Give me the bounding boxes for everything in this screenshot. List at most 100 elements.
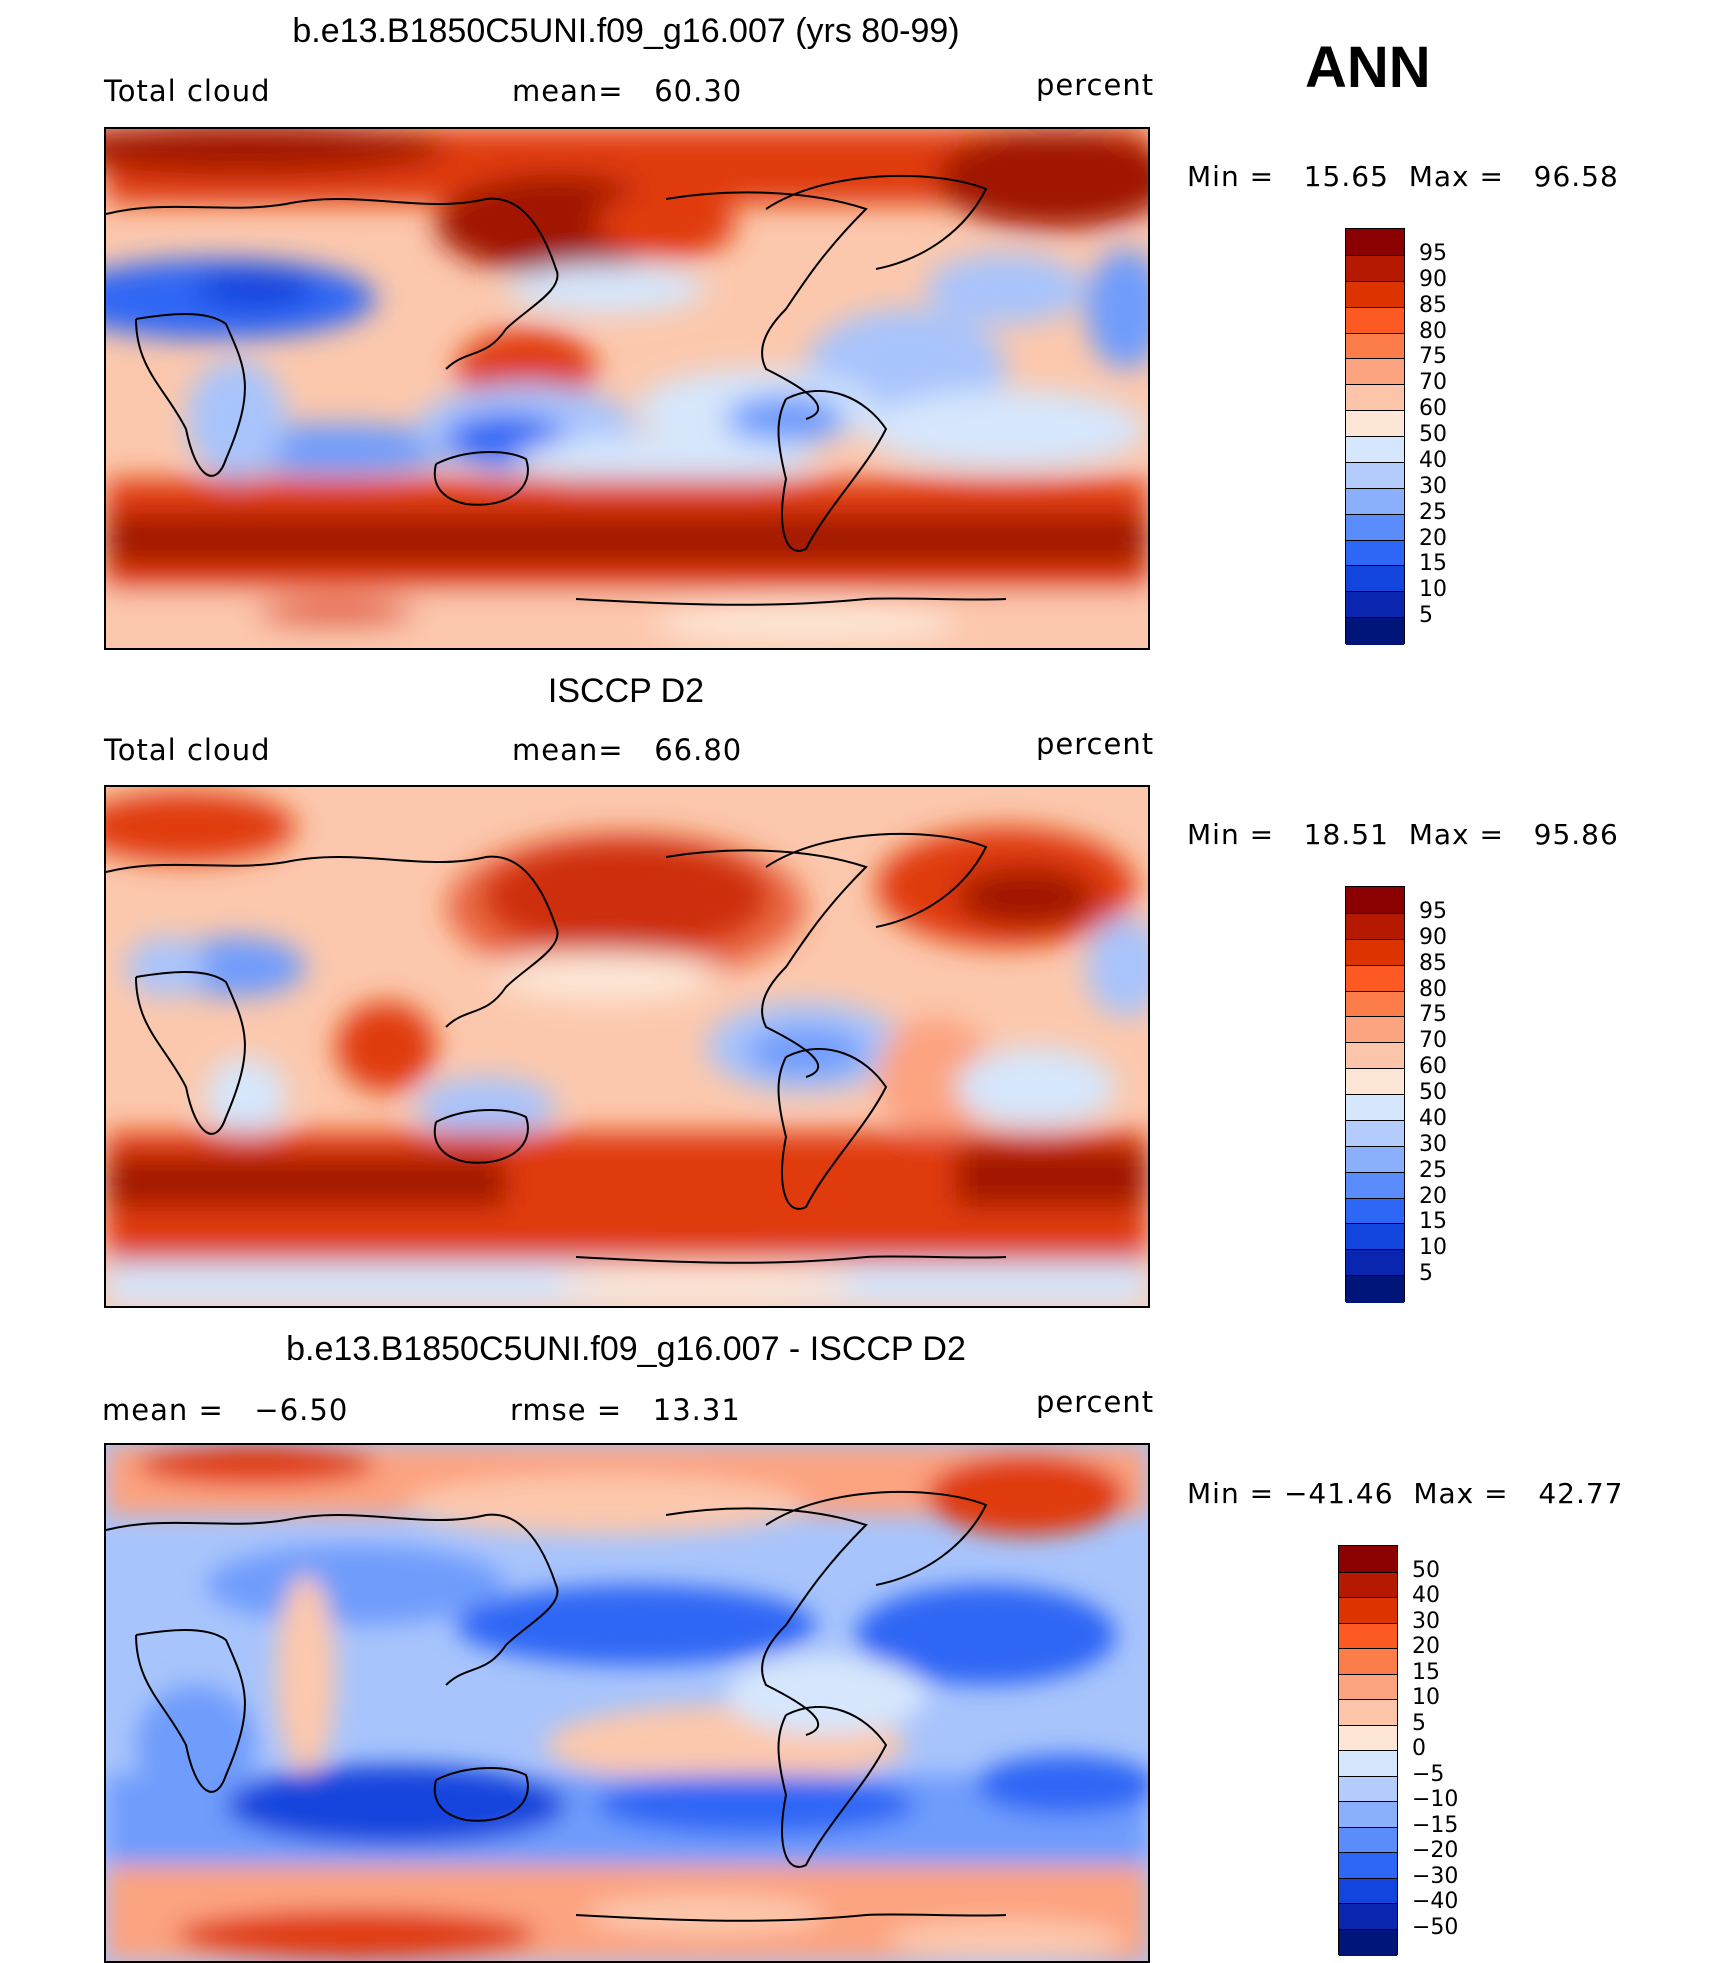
panel-1-left-label: Total cloud xyxy=(104,74,271,108)
panel-3-colorbar-swatch xyxy=(1339,1775,1397,1803)
panel-3-colorbar-swatch xyxy=(1339,1597,1397,1624)
panel-2-colorbar-swatch xyxy=(1346,938,1404,967)
panel-2-colorbar-swatch xyxy=(1346,1171,1404,1199)
panel-3-colorbar-swatch xyxy=(1339,1622,1397,1650)
panel-3-mean: mean = −6.50 xyxy=(102,1393,349,1427)
panel-3-colorbar-label: 40 xyxy=(1412,1583,1440,1608)
panel-2-title: ISCCP D2 xyxy=(547,672,705,710)
panel-3-colorbar-swatch xyxy=(1339,1801,1397,1828)
panel-1-colorbar: 95 90 85 80 75 70 60 50 40 30 25 20 15 10 5 xyxy=(1345,228,1475,645)
panel-1-colorbar-label: 75 xyxy=(1419,344,1447,370)
panel-1-colorbar-swatch xyxy=(1346,565,1404,593)
panel-2-colorbar-swatch xyxy=(1346,912,1404,941)
panel-2-colorbar-swatch xyxy=(1346,1042,1404,1070)
panel-3-colorbar-swatch xyxy=(1339,1928,1397,1956)
panel-2-units: percent xyxy=(1036,727,1155,761)
panel-2-colorbar-label: 20 xyxy=(1419,1183,1447,1209)
panel-1-colorbar-swatch xyxy=(1346,410,1404,438)
panel-3-colorbar-label: 0 xyxy=(1412,1736,1426,1761)
panel-2-colorbar-label: 5 xyxy=(1419,1261,1433,1287)
panel-3-colorbar-swatch xyxy=(1339,1546,1397,1572)
season-label: ANN xyxy=(1305,35,1431,100)
panel-2-colorbar-swatch xyxy=(1346,1068,1404,1096)
panel-1-colorbar-label: 40 xyxy=(1419,447,1447,473)
panel-1-colorbar-swatch xyxy=(1346,461,1404,490)
panel-3-colorbar-label: −10 xyxy=(1412,1787,1459,1812)
panel-2-colorbar-label: 95 xyxy=(1419,898,1447,924)
panel-2-colorbar-label: 10 xyxy=(1419,1235,1447,1261)
panel-3-colorbar-swatch xyxy=(1339,1903,1397,1930)
panel-1-colorbar-label: 5 xyxy=(1419,603,1433,629)
panel-1-mean: mean= 60.30 xyxy=(512,74,743,108)
panel-3-rmse: rmse = 13.31 xyxy=(510,1393,741,1427)
panel-3-colorbar-label: −20 xyxy=(1412,1838,1459,1863)
panel-1-units: percent xyxy=(1036,68,1155,102)
panel-1-colorbar-swatch xyxy=(1346,591,1404,619)
panel-3-map-svg xyxy=(106,1445,1148,1961)
panel-1-map xyxy=(104,127,1150,650)
panel-2-colorbar-swatch xyxy=(1346,1145,1404,1174)
panel-2-colorbar-swatch xyxy=(1346,990,1404,1018)
panel-3-colorbar-swatch xyxy=(1339,1571,1397,1599)
panel-3-title: b.e13.B1850C5UNI.f09_g16.007 - ISCCP D2 xyxy=(286,1330,966,1368)
panel-2-map-svg xyxy=(106,787,1148,1306)
panel-2-colorbar-label: 15 xyxy=(1419,1209,1447,1235)
panel-2-colorbar-swatch xyxy=(1346,964,1404,992)
coastlines xyxy=(106,174,1007,606)
panel-3-colorbar-label: 15 xyxy=(1412,1659,1440,1685)
coastlines xyxy=(106,832,1007,1264)
panel-2-colorbar-label: 80 xyxy=(1419,976,1447,1002)
panel-2-colorbar-label: 50 xyxy=(1419,1080,1447,1105)
panel-2-colorbar-label: 70 xyxy=(1419,1028,1447,1054)
panel-2-map xyxy=(104,785,1150,1308)
panel-3-colorbar-label: 5 xyxy=(1412,1710,1426,1736)
panel-3-colorbar-swatch xyxy=(1339,1724,1397,1752)
panel-3-colorbar-label: −40 xyxy=(1412,1889,1459,1914)
panel-1-colorbar-swatch xyxy=(1346,280,1404,309)
panel-2-colorbar-swatch xyxy=(1346,1119,1404,1148)
panel-1-colorbar-label: 15 xyxy=(1419,551,1447,577)
panel-1-colorbar-label: 60 xyxy=(1419,396,1447,422)
panel-3-colorbar-swatch xyxy=(1339,1877,1397,1905)
panel-1-colorbar-label: 95 xyxy=(1419,240,1447,266)
panel-2-colorbar-swatch xyxy=(1346,1197,1404,1225)
panel-3-colorbar-swatch xyxy=(1339,1673,1397,1701)
panel-1-colorbar-swatch xyxy=(1346,332,1404,360)
panel-3-colorbar-swatch xyxy=(1339,1852,1397,1879)
panel-3-colorbar-label: −5 xyxy=(1412,1761,1445,1787)
panel-2-colorbar-label: 25 xyxy=(1419,1157,1447,1183)
panel-2-colorbar-label: 85 xyxy=(1419,950,1447,976)
panel-2-left-label: Total cloud xyxy=(104,733,271,767)
panel-2-colorbar-swatch xyxy=(1346,1016,1404,1044)
panel-1-minmax: Min = 15.65 Max = 96.58 xyxy=(1187,160,1619,193)
panel-1-colorbar-label: 30 xyxy=(1419,473,1447,499)
panel-2-colorbar-label: 90 xyxy=(1419,924,1447,950)
panel-1-colorbar-swatch xyxy=(1346,617,1404,645)
panel-3-colorbar-label: 10 xyxy=(1412,1685,1440,1710)
panel-2-colorbar-label: 30 xyxy=(1419,1131,1447,1157)
panel-1-colorbar-swatch xyxy=(1346,513,1404,541)
panel-2-colorbar-swatch xyxy=(1346,887,1404,914)
panel-2-colorbar-swatch xyxy=(1346,1094,1404,1122)
coastlines xyxy=(106,1490,1007,1922)
panel-1-colorbar-label: 80 xyxy=(1419,318,1447,344)
panel-1-colorbar-swatch xyxy=(1346,306,1404,334)
panel-1-map-svg xyxy=(106,129,1148,648)
panel-3-colorbar-label: −30 xyxy=(1412,1863,1459,1889)
panel-3-map xyxy=(104,1443,1150,1963)
panel-2-colorbar-swatch xyxy=(1346,1223,1404,1251)
panel-3-colorbar-swatch xyxy=(1339,1648,1397,1675)
panel-1-colorbar-label: 10 xyxy=(1419,577,1447,603)
panel-2-colorbar: 95 90 85 80 75 70 60 50 40 30 25 20 15 10 5 xyxy=(1345,886,1475,1303)
panel-1-colorbar-label: 20 xyxy=(1419,525,1447,551)
panel-1-colorbar-label: 70 xyxy=(1419,370,1447,396)
panel-1-colorbar-swatch xyxy=(1346,254,1404,283)
panel-3-colorbar-label: 50 xyxy=(1412,1557,1440,1583)
panel-3-colorbar-label: 20 xyxy=(1412,1634,1440,1659)
panel-1-colorbar-label: 90 xyxy=(1419,266,1447,292)
panel-1-colorbar-swatch xyxy=(1346,229,1404,256)
panel-1-colorbar-label: 85 xyxy=(1419,292,1447,318)
panel-1-colorbar-swatch xyxy=(1346,358,1404,386)
panel-3-colorbar-label: 30 xyxy=(1412,1608,1440,1634)
panel-3-colorbar-swatch xyxy=(1339,1750,1397,1777)
